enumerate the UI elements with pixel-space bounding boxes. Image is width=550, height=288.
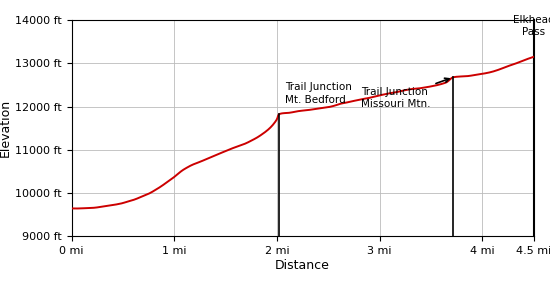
X-axis label: Distance: Distance bbox=[275, 259, 330, 272]
Text: Trail Junction
Mt. Bedford: Trail Junction Mt. Bedford bbox=[285, 82, 352, 105]
Text: Elkhead
Pass: Elkhead Pass bbox=[513, 15, 550, 37]
Y-axis label: Elevation: Elevation bbox=[0, 99, 12, 157]
Text: Trail Junction
Missouri Mtn.: Trail Junction Missouri Mtn. bbox=[361, 78, 449, 109]
